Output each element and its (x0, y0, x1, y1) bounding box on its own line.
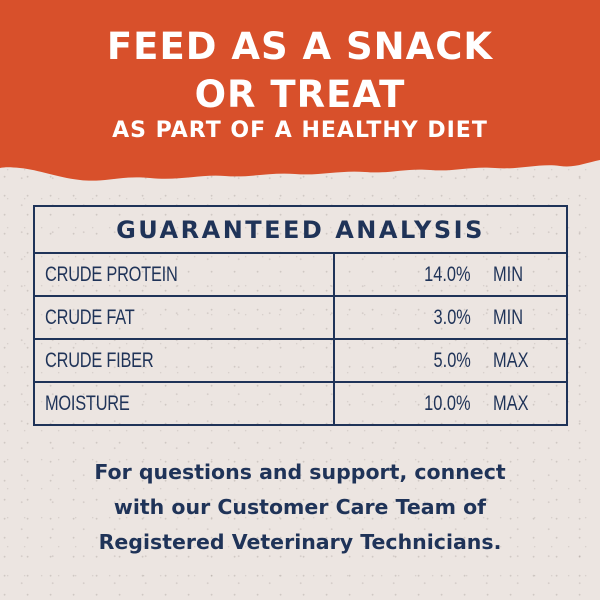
nutrient-qualifier: MIN (493, 263, 524, 286)
column-divider (333, 297, 335, 338)
nutrient-value: 3.0% (433, 306, 471, 329)
nutrient-value: 5.0% (433, 349, 471, 372)
column-divider (333, 383, 335, 424)
table-row: CRUDE FAT 3.0% MIN (35, 297, 566, 340)
headline-line-2: OR TREAT (194, 73, 406, 116)
guaranteed-analysis-table: GUARANTEED ANALYSIS CRUDE PROTEIN 14.0% … (33, 205, 568, 426)
nutrient-qualifier: MAX (493, 349, 529, 372)
table-row: CRUDE FIBER 5.0% MAX (35, 340, 566, 383)
nutrient-qualifier: MAX (493, 392, 529, 415)
support-message: For questions and support, connect with … (0, 455, 600, 560)
nutrient-value: 14.0% (424, 263, 471, 286)
column-divider (333, 340, 335, 381)
support-line-2: with our Customer Care Team of (113, 495, 487, 519)
nutrient-qualifier: MIN (493, 306, 524, 329)
nutrient-name: CRUDE FIBER (45, 349, 154, 372)
header-banner: FEED AS A SNACK OR TREAT AS PART OF A HE… (0, 0, 600, 200)
nutrient-name: CRUDE PROTEIN (45, 263, 178, 286)
banner-wave-shape (0, 0, 600, 181)
headline-line-1: FEED AS A SNACK (106, 25, 494, 68)
table-title: GUARANTEED ANALYSIS (35, 207, 566, 254)
headline-subline: AS PART OF A HEALTHY DIET (112, 118, 488, 143)
support-line-3: Registered Veterinary Technicians. (98, 530, 502, 554)
column-divider (333, 254, 335, 295)
nutrient-name: MOISTURE (45, 392, 130, 415)
table-row: CRUDE PROTEIN 14.0% MIN (35, 254, 566, 297)
nutrient-name: CRUDE FAT (45, 306, 135, 329)
nutrient-value: 10.0% (424, 392, 471, 415)
support-line-1: For questions and support, connect (94, 460, 506, 484)
table-row: MOISTURE 10.0% MAX (35, 383, 566, 424)
